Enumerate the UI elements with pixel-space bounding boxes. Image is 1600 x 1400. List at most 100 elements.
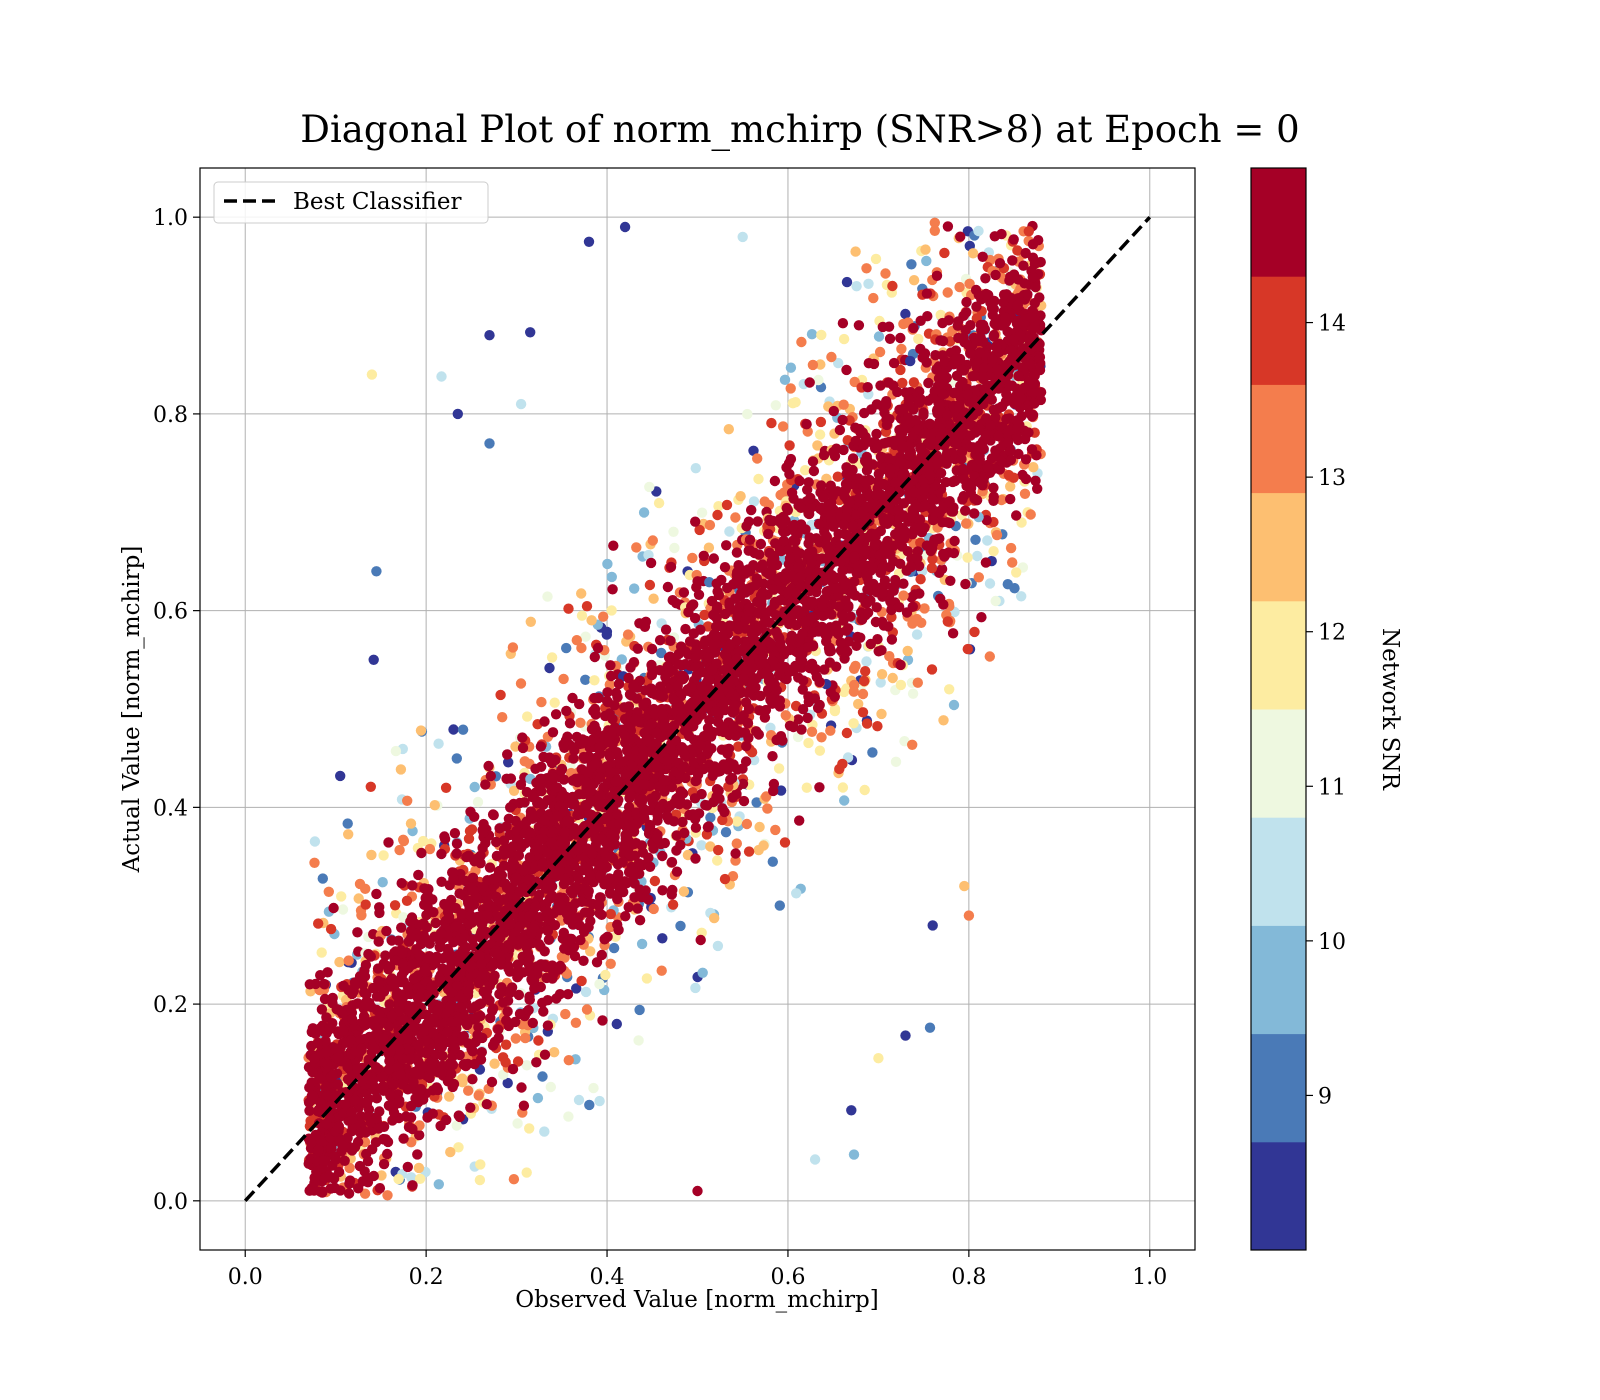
scatter-point xyxy=(961,518,972,529)
scatter-point xyxy=(712,940,724,952)
scatter-point xyxy=(962,643,973,655)
scatter-point xyxy=(765,515,776,527)
scatter-point xyxy=(837,414,848,426)
scatter-point xyxy=(561,705,572,717)
scatter-point xyxy=(380,950,391,961)
scatter-point xyxy=(762,803,773,814)
scatter-point xyxy=(924,1022,936,1033)
scatter-point xyxy=(657,885,668,896)
scatter-point xyxy=(972,550,983,562)
scatter-point xyxy=(912,677,923,688)
scatter-point xyxy=(723,424,734,435)
scatter-point xyxy=(451,1120,462,1131)
scatter-point xyxy=(959,880,970,892)
scatter-point xyxy=(874,346,886,358)
scatter-point xyxy=(581,1004,593,1015)
scatter-point xyxy=(469,1058,480,1070)
scatter-point xyxy=(774,900,785,911)
scatter-point xyxy=(920,244,931,255)
scatter-point xyxy=(721,499,733,511)
scatter-point xyxy=(848,718,859,729)
scatter-point xyxy=(818,449,830,461)
scatter-point xyxy=(791,888,802,899)
scatter-point xyxy=(943,315,954,326)
scatter-point xyxy=(1005,542,1017,554)
scatter-point xyxy=(837,758,848,770)
scatter-point xyxy=(343,829,354,840)
scatter-point xyxy=(451,753,462,764)
scatter-point xyxy=(502,1006,513,1017)
scatter-point xyxy=(465,1102,476,1113)
scatter-point xyxy=(634,915,646,926)
scatter-point xyxy=(1026,444,1038,455)
scatter-point xyxy=(693,589,705,600)
scatter-point xyxy=(944,684,955,695)
scatter-point xyxy=(876,708,887,720)
scatter-point xyxy=(703,821,714,832)
scatter-point xyxy=(1017,469,1028,481)
scatter-point xyxy=(606,605,617,616)
scatter-point xyxy=(576,588,587,599)
scatter-point xyxy=(862,382,873,393)
scatter-point xyxy=(644,579,656,591)
scatter-point xyxy=(580,986,592,998)
scatter-point xyxy=(374,1183,386,1194)
scatter-point xyxy=(501,773,512,784)
scatter-point xyxy=(963,910,975,921)
scatter-point xyxy=(873,331,885,342)
scatter-point xyxy=(309,857,320,868)
scatter-point xyxy=(477,842,488,854)
scatter-point xyxy=(837,782,849,793)
scatter-point xyxy=(560,1008,571,1020)
scatter-point xyxy=(908,275,920,286)
scatter-point xyxy=(832,471,843,482)
scatter-point xyxy=(366,849,377,861)
scatter-point xyxy=(1005,481,1016,492)
scatter-point xyxy=(853,698,864,710)
scatter-point xyxy=(748,445,759,456)
scatter-point xyxy=(994,258,1006,269)
scatter-point xyxy=(741,818,753,830)
scatter-point xyxy=(643,549,654,561)
scatter-point xyxy=(773,763,785,774)
scatter-point xyxy=(394,844,405,856)
scatter-point xyxy=(660,624,672,635)
scatter-point xyxy=(908,377,920,388)
scatter-point xyxy=(731,816,743,827)
scatter-point xyxy=(527,1017,538,1029)
scatter-point xyxy=(574,698,585,710)
scatter-point xyxy=(353,1183,364,1194)
scatter-point xyxy=(382,1190,393,1201)
scatter-point xyxy=(955,231,966,242)
scatter-point xyxy=(984,651,995,662)
scatter-point xyxy=(801,782,812,793)
scatter-point xyxy=(719,873,731,885)
scatter-point xyxy=(752,516,763,527)
scatter-point xyxy=(902,645,913,657)
scatter-point xyxy=(473,1090,484,1101)
scatter-point xyxy=(763,528,774,540)
scatter-point xyxy=(699,609,710,621)
scatter-point xyxy=(334,956,345,968)
scatter-point xyxy=(863,278,874,289)
scatter-point xyxy=(921,255,932,267)
scatter-point xyxy=(834,424,846,436)
scatter-point xyxy=(815,416,827,428)
scatter-point xyxy=(690,853,701,864)
scatter-point xyxy=(838,399,849,410)
scatter-point xyxy=(453,1110,464,1121)
scatter-point xyxy=(895,364,906,376)
scatter-point xyxy=(564,718,576,729)
scatter-point xyxy=(890,756,902,767)
scatter-point xyxy=(593,692,604,704)
scatter-point xyxy=(1020,454,1032,465)
scatter-point xyxy=(586,615,597,626)
scatter-point xyxy=(578,955,589,966)
scatter-point xyxy=(724,526,735,537)
scatter-point xyxy=(512,1056,524,1067)
scatter-point xyxy=(935,467,947,479)
scatter-point xyxy=(433,738,444,749)
scatter-point xyxy=(690,982,701,994)
scatter-point xyxy=(754,821,765,833)
scatter-point xyxy=(469,811,480,822)
